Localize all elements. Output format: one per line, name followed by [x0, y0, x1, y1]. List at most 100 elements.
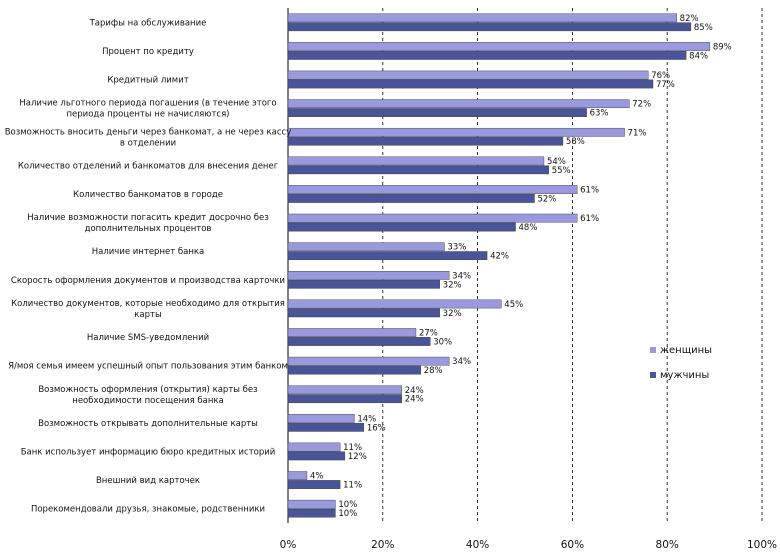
data-label: 14%: [357, 414, 376, 424]
bar: [287, 442, 341, 452]
x-tick-label: 40%: [466, 539, 489, 551]
legend-label: женщины: [660, 345, 712, 356]
data-label: 84%: [689, 51, 708, 61]
x-tick-label: 0%: [280, 539, 297, 551]
bar: [287, 213, 578, 223]
bar: [287, 308, 440, 318]
bar: [287, 108, 587, 117]
data-label: 30%: [433, 337, 452, 347]
bar: [287, 279, 440, 289]
bar: [287, 365, 421, 375]
bar: [287, 194, 535, 203]
bar: [287, 299, 502, 309]
category-label: Наличие возможности погасить кредит доср…: [27, 213, 269, 223]
category-label: Возможность открывать дополнительные кар…: [38, 419, 258, 429]
category-label: необходимости посещения банка: [72, 396, 223, 406]
category-label: Кредитный лимит: [107, 76, 188, 86]
data-label: 34%: [452, 271, 471, 281]
category-label: в отделении: [120, 138, 176, 148]
x-tick-label: 80%: [656, 539, 679, 551]
bar: [287, 480, 341, 489]
data-label: 61%: [580, 214, 599, 224]
data-label: 52%: [537, 194, 556, 204]
legend-swatch: [650, 347, 656, 353]
data-label: 89%: [713, 42, 732, 52]
data-label: 32%: [443, 280, 462, 290]
data-label: 58%: [566, 137, 585, 147]
bar: [287, 99, 630, 109]
category-label: Возможность вносить деньги через банкома…: [5, 127, 292, 137]
category-label: Количество банкоматов в городе: [73, 190, 223, 200]
x-tick-label: 60%: [561, 539, 584, 551]
data-label: 33%: [447, 243, 466, 253]
category-label: Я/моя семья имеем успешный опыт пользова…: [8, 362, 288, 372]
data-label: 48%: [519, 223, 538, 233]
bar: [287, 251, 488, 260]
bar: [287, 222, 516, 232]
bar: [287, 127, 625, 137]
legend-swatch: [650, 372, 656, 378]
category-label: периода проценты не начисляются): [66, 110, 229, 120]
bar: [287, 70, 649, 80]
data-label: 10%: [338, 509, 357, 519]
category-label: Возможность оформления (открытия) карты …: [38, 385, 258, 395]
data-label: 28%: [424, 366, 443, 376]
data-label: 10%: [338, 500, 357, 510]
data-label: 27%: [419, 329, 438, 339]
bar: [287, 508, 336, 518]
bar: [287, 185, 578, 194]
data-label: 45%: [504, 300, 523, 310]
bar: [287, 79, 654, 89]
category-label: Тарифы на обслуживание: [89, 18, 207, 28]
bar: [287, 328, 417, 337]
data-label: 24%: [405, 395, 424, 405]
bar: [287, 422, 365, 432]
category-label: дополнительных процентов: [85, 224, 212, 234]
bar: [287, 42, 711, 51]
data-label: 54%: [547, 157, 566, 167]
x-tick-label: 100%: [747, 539, 777, 551]
category-label: Скорость оформления документов и произво…: [11, 276, 285, 286]
bar: [287, 414, 355, 423]
data-label: 85%: [694, 23, 713, 33]
bar: [287, 471, 308, 480]
category-label: Процент по кредиту: [102, 47, 194, 57]
category-label: Порекомендовали друзья, знакомые, родств…: [31, 505, 265, 515]
data-label: 34%: [452, 357, 471, 367]
data-label: 24%: [405, 386, 424, 396]
bar: [287, 165, 549, 175]
category-label: Наличие SMS-уведомлений: [87, 333, 209, 343]
bar: [287, 13, 677, 23]
legend-label: мужчины: [660, 370, 709, 381]
category-label: Наличие льготного периода погашения (в т…: [19, 99, 276, 109]
data-label: 32%: [443, 309, 462, 319]
data-label: 72%: [632, 100, 651, 110]
data-label: 11%: [343, 443, 362, 453]
category-label: Внешний вид карточек: [96, 476, 200, 486]
data-label: 63%: [590, 109, 609, 119]
category-label: Количество отделений и банкоматов для вн…: [18, 161, 279, 171]
category-label: Банк использует информацию бюро кредитны…: [21, 447, 276, 457]
data-label: 55%: [552, 166, 571, 176]
bar: [287, 242, 445, 252]
data-label: 61%: [580, 186, 599, 196]
data-label: 76%: [651, 71, 670, 81]
data-label: 12%: [348, 452, 367, 462]
data-label: 71%: [628, 128, 647, 138]
data-label: 4%: [310, 472, 324, 482]
bar: [287, 136, 564, 146]
bar: [287, 271, 450, 280]
bar: [287, 394, 402, 404]
bar: [287, 337, 431, 346]
data-label: 77%: [656, 80, 675, 90]
data-label: 16%: [367, 423, 386, 433]
data-label: 11%: [343, 481, 362, 491]
bar: [287, 22, 692, 32]
data-label: 42%: [490, 252, 509, 262]
bar: [287, 156, 545, 166]
data-label: 82%: [680, 14, 699, 24]
x-tick-label: 20%: [371, 539, 394, 551]
category-label: карты: [134, 310, 161, 320]
bar: [287, 385, 402, 395]
